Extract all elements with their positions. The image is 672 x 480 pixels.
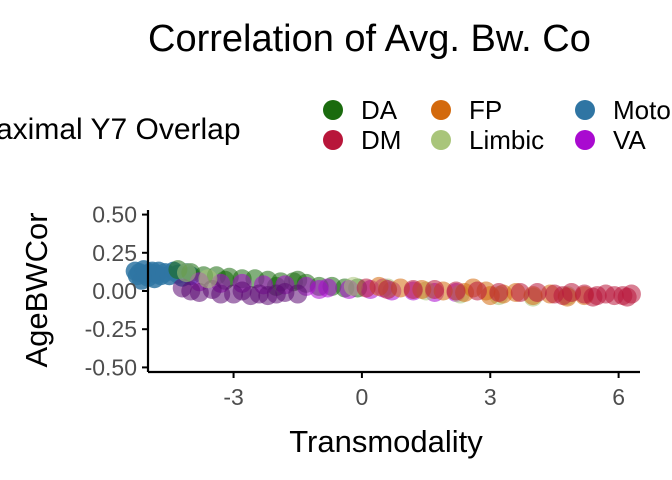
legend-title: aximal Y7 Overlap	[0, 113, 241, 146]
plot-points	[125, 260, 641, 307]
legend-label-da: DA	[361, 95, 398, 125]
data-point	[527, 283, 547, 303]
legend-key-dm	[323, 130, 343, 150]
series-va	[172, 278, 308, 306]
data-point	[198, 269, 218, 289]
data-point	[425, 279, 445, 299]
data-point	[467, 281, 487, 301]
y-tick-label: 0.25	[92, 240, 137, 266]
data-point	[403, 279, 423, 299]
data-point	[621, 284, 641, 304]
legend-label-limbic: Limbic	[469, 125, 544, 155]
data-point	[489, 283, 509, 303]
y-axis-ticks: 0.50 0.25 0.00 -0.25 -0.50	[85, 202, 148, 380]
data-point	[446, 281, 466, 301]
chart-title: Correlation of Avg. Bw. Co	[148, 18, 591, 60]
legend-key-da	[323, 100, 343, 120]
x-axis-title: Transmodality	[289, 424, 483, 459]
x-tick-label: -3	[223, 384, 243, 410]
x-axis-ticks: -3 0 3 6	[223, 372, 625, 410]
legend-label-va: VA	[613, 125, 646, 155]
x-tick-label: 6	[612, 384, 625, 410]
legend-label-dm: DM	[361, 125, 401, 155]
data-point	[309, 279, 329, 299]
legend-key-limbic	[431, 130, 451, 150]
data-point	[378, 279, 398, 299]
y-tick-label: 0.50	[92, 202, 137, 228]
legend-label-moto: Moto	[613, 95, 671, 125]
series-dm	[356, 278, 641, 307]
data-point	[553, 286, 573, 306]
data-point	[510, 283, 530, 303]
data-point	[356, 278, 376, 298]
data-point	[177, 263, 197, 283]
legend-label-fp: FP	[469, 95, 502, 125]
legend-key-moto	[575, 100, 595, 120]
y-tick-label: -0.25	[85, 316, 137, 342]
y-axis-title: AgeBWCor	[19, 212, 54, 367]
y-tick-label: 0.00	[92, 278, 137, 304]
data-point	[583, 287, 603, 307]
data-point	[288, 284, 308, 304]
y-tick-label: -0.50	[85, 354, 137, 380]
x-tick-label: 3	[484, 384, 497, 410]
legend-key-va	[575, 130, 595, 150]
x-tick-label: 0	[356, 384, 369, 410]
legend-key-fp	[431, 100, 451, 120]
